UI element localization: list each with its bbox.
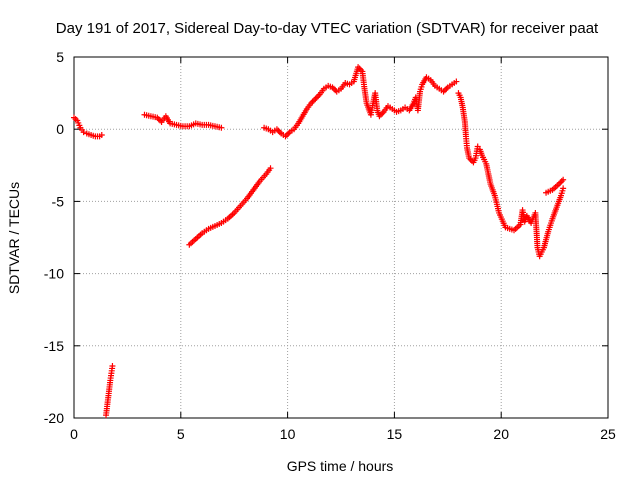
data-point — [312, 95, 319, 102]
y-ticks: -20 -15 -10 -5 0 5 — [44, 49, 608, 426]
data-series-segment — [543, 176, 567, 196]
data-point — [443, 85, 450, 92]
data-point — [80, 129, 87, 136]
x-tick-label: 10 — [280, 426, 296, 442]
data-point — [218, 124, 225, 131]
data-point — [309, 98, 316, 105]
x-ticks: 0 5 10 15 20 25 — [70, 57, 616, 442]
x-tick-label: 25 — [600, 426, 616, 442]
y-tick-label: -15 — [44, 338, 64, 354]
x-tick-label: 0 — [70, 426, 78, 442]
data-point — [98, 131, 105, 138]
x-tick-label: 20 — [493, 426, 509, 442]
data-point — [558, 178, 565, 185]
y-axis-label: SDTVAR / TECUs — [6, 182, 22, 294]
data-point — [453, 78, 460, 85]
y-tick-label: -5 — [52, 193, 65, 209]
data-point — [275, 127, 282, 134]
data-point — [560, 185, 567, 192]
y-tick-label: 5 — [56, 49, 64, 65]
data-point — [441, 87, 448, 94]
data-series-segment — [186, 165, 274, 248]
data-point — [315, 92, 322, 99]
x-axis-label: GPS time / hours — [287, 458, 394, 474]
data-point — [285, 130, 292, 137]
data-point — [310, 97, 317, 104]
data-point — [276, 129, 283, 136]
data-point — [267, 165, 274, 172]
data-series-segment — [71, 114, 105, 140]
data-point — [283, 131, 290, 138]
data-series-segment — [261, 64, 460, 140]
data-series-segment — [455, 90, 567, 260]
data-point — [560, 176, 567, 183]
data-point — [313, 94, 320, 101]
data-points — [71, 64, 567, 419]
y-tick-label: 0 — [56, 121, 64, 137]
data-point — [557, 179, 564, 186]
y-tick-label: -10 — [44, 266, 64, 282]
x-tick-label: 15 — [387, 426, 403, 442]
y-tick-label: -20 — [44, 410, 64, 426]
data-series-segment — [141, 111, 225, 131]
x-tick-label: 5 — [177, 426, 185, 442]
data-point — [379, 110, 386, 117]
data-series-segment — [103, 363, 116, 419]
grid — [74, 57, 608, 418]
data-point — [109, 363, 116, 370]
plot-frame — [73, 56, 609, 419]
chart-title: Day 191 of 2017, Sidereal Day-to-day VTE… — [56, 20, 599, 37]
